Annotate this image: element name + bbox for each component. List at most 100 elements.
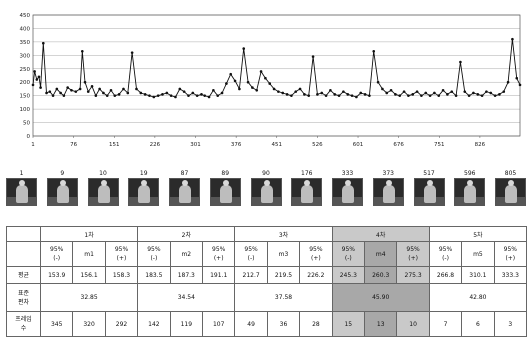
- x-tick-label: 376: [231, 142, 242, 148]
- data-point: [415, 90, 419, 93]
- row-header-frames: 프레임 수: [6, 311, 41, 337]
- y-tick-label: 50: [23, 121, 30, 127]
- data-point: [493, 94, 497, 97]
- thumbnail-image: [46, 178, 78, 206]
- data-point: [277, 90, 280, 93]
- sub-header: m2: [169, 241, 203, 267]
- x-tick-label: 226: [150, 142, 161, 148]
- data-point: [324, 94, 328, 97]
- data-point: [489, 91, 493, 95]
- std-cell: 34.54: [137, 283, 236, 312]
- y-tick-label: 0: [27, 134, 31, 140]
- gridlines: [33, 14, 520, 137]
- thumbnail-frame-label: 9: [60, 170, 65, 177]
- thumbnail: 333: [332, 170, 363, 206]
- data-point: [307, 94, 311, 97]
- row-header-std: 표준 편차: [6, 283, 41, 312]
- thumbnail-image: [372, 178, 404, 206]
- data-point: [191, 91, 195, 95]
- data-point: [148, 94, 151, 97]
- data-point: [45, 91, 48, 95]
- data-point: [62, 94, 66, 97]
- y-tick-label: 100: [20, 107, 31, 113]
- data-point: [446, 93, 449, 96]
- data-point: [411, 93, 415, 96]
- data-point: [66, 86, 69, 89]
- frame-count-cell: 142: [137, 311, 171, 337]
- data-point: [216, 94, 220, 97]
- data-point: [90, 84, 94, 88]
- data-point: [130, 51, 134, 54]
- data-point: [389, 88, 393, 92]
- data-point: [472, 91, 475, 95]
- sub-header: 95% (-): [331, 241, 366, 267]
- y-tick-label: 200: [20, 80, 31, 86]
- sub-header: 95% (+): [299, 241, 333, 267]
- data-point: [259, 70, 263, 73]
- data-point: [94, 94, 98, 97]
- data-point: [51, 94, 55, 97]
- data-point: [169, 94, 173, 97]
- data-point: [337, 94, 341, 97]
- thumbnail-image: [6, 178, 37, 206]
- data-point: [272, 87, 276, 91]
- thumbnail-image: [332, 178, 363, 206]
- data-point: [152, 95, 156, 99]
- data-point: [102, 91, 105, 95]
- mean-cell: 245.3: [331, 266, 366, 284]
- data-point: [385, 91, 389, 95]
- y-tick-label: 150: [20, 94, 31, 100]
- data-point: [518, 83, 522, 87]
- data-point: [238, 87, 241, 91]
- data-point: [333, 93, 337, 96]
- data-point: [329, 88, 332, 92]
- thumbnail: 1: [6, 170, 37, 206]
- data-point: [174, 95, 177, 99]
- mean-cell: 266.8: [428, 266, 463, 284]
- data-point: [165, 91, 169, 95]
- x-tick-label: 676: [393, 142, 404, 148]
- thumbnail: 87: [169, 170, 200, 206]
- x-tick-label: 1: [31, 142, 35, 148]
- data-point: [264, 76, 267, 80]
- data-point: [454, 94, 458, 97]
- data-point: [363, 93, 367, 96]
- sub-header: m3: [266, 241, 301, 267]
- x-tick-label: 751: [434, 142, 445, 148]
- sub-header: 95% (+): [493, 241, 528, 267]
- frame-count-cell: 3: [493, 311, 528, 337]
- data-point: [498, 93, 501, 96]
- data-point: [80, 50, 84, 53]
- thumbnail: 89: [209, 170, 241, 206]
- data-point: [480, 94, 484, 97]
- sub-header: 95% (-): [428, 241, 463, 267]
- data-point: [178, 87, 182, 91]
- x-tick-label: 451: [272, 142, 283, 148]
- data-point: [229, 72, 233, 76]
- thumbnail-strip: 1 9 10 19 87 89 90 176 333 373 517 596 805: [6, 170, 526, 220]
- thumbnail-frame-label: 596: [464, 170, 476, 177]
- thumbnail: 10: [87, 170, 119, 206]
- group-header: 4차: [331, 226, 430, 242]
- data-point: [381, 87, 384, 91]
- data-point: [459, 60, 462, 64]
- sub-header: 95% (-): [234, 241, 268, 267]
- data-point: [290, 94, 293, 97]
- data-point: [98, 87, 101, 91]
- data-point: [246, 80, 250, 84]
- data-point: [187, 94, 190, 97]
- std-cell: 42.80: [428, 283, 528, 312]
- data-point: [303, 93, 306, 96]
- data-point: [467, 94, 471, 97]
- thumbnail: 9: [46, 170, 78, 206]
- thumbnail-image: [169, 178, 200, 206]
- data-point: [156, 94, 160, 97]
- group-header: 2차: [137, 226, 236, 242]
- data-point: [359, 91, 363, 95]
- frame-count-cell: 10: [396, 311, 430, 337]
- thumbnail-image: [87, 178, 119, 206]
- data-point: [35, 78, 39, 81]
- data-point: [122, 87, 125, 91]
- group-header: 3차: [234, 226, 333, 242]
